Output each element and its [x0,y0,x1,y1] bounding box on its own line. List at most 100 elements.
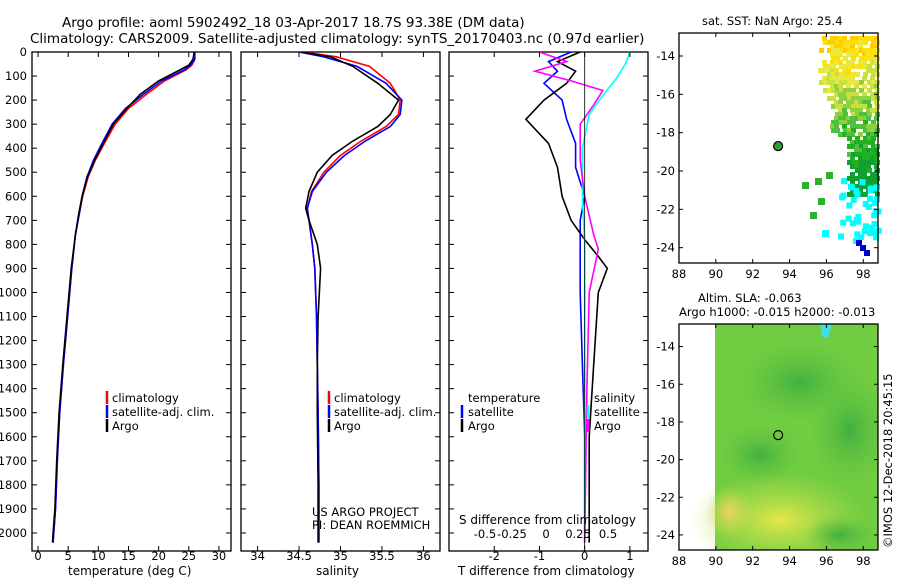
sst-pixel [851,48,856,53]
depth-tick-label: 600 [5,189,27,203]
sst-pixel [851,176,856,181]
difference-s-xlabel: S difference from climatology [459,513,636,527]
sst-pixel [854,36,859,41]
sst-pixel [831,80,836,85]
sst-pixel [867,230,874,237]
sst-pixel [858,132,863,137]
argo-location-marker [773,430,784,441]
sst-pixel [842,76,847,81]
x-tick-label: 20 [151,549,166,563]
series-line-t-argo [524,52,609,543]
sst-pixel [866,116,871,121]
sst-pixel [855,72,860,77]
sst-pixel [863,40,868,45]
map-lon-label: 94 [782,554,797,568]
legend-s-satellite: satellite [594,405,640,419]
sst-pixel [838,36,843,41]
legend-climatology: climatology [334,391,401,405]
sst-pixel [846,132,851,137]
sst-pixel [827,96,832,101]
sst-pixel [858,124,863,129]
sst-pixel [842,132,847,137]
sst-pixel [847,192,852,197]
sst-pixel [862,36,867,41]
sst-pixel [855,152,860,157]
sst-pixel [871,212,878,219]
sst-pixel [874,60,879,65]
sst-pixel [851,64,856,69]
sst-pixel [843,128,848,133]
sst-pixel [870,60,875,65]
map-lat-label: -16 [656,377,675,391]
sst-pixel [839,112,844,117]
imos-credit: ©IMOS 12-Dec-2018 20:45:15 [881,373,895,548]
sst-pixel [851,152,856,157]
sst-pixel [859,104,864,109]
sst-pixel [858,100,863,105]
map-lat-label: -14 [656,340,675,354]
sst-pixel [855,96,860,101]
sst-pixel [827,72,832,77]
sst-pixel [835,48,840,53]
depth-tick-label: 300 [5,117,27,131]
sst-pixel [855,112,860,117]
sst-pixel [802,182,809,189]
series-line-satellite-adj-clim- [52,52,196,543]
sst-pixel [855,104,860,109]
sst-pixel [870,92,875,97]
sst-pixel [850,44,855,49]
sst-pixel [874,132,879,137]
sst-pixel [862,100,867,105]
sst-pixel [834,116,839,121]
temperature-xlabel: temperature (deg C) [68,564,191,578]
sst-pixel [863,136,868,141]
figure-title-line2: Climatology: CARS2009. Satellite-adjuste… [30,31,644,47]
s-tick-label: -0.5 [474,527,496,541]
depth-tick-label: 800 [5,237,27,251]
sst-pixel [863,160,868,165]
sst-pixel [843,88,848,93]
sst-pixel [819,80,824,85]
sst-pixel [859,168,864,173]
sst-pixel [863,56,868,61]
sst-pixel [858,44,863,49]
sst-pixel [834,36,839,41]
sst-pixel [859,144,864,149]
sst-pixel [855,64,860,69]
sst-pixel [859,179,866,186]
sst-pixel [854,84,859,89]
sst-pixel [842,116,847,121]
sst-pixel [858,164,863,169]
sst-pixel [874,52,879,57]
sst-pixel [855,144,860,149]
sst-pixel [874,148,879,153]
sst-pixel [839,96,844,101]
sst-pixel [870,148,875,153]
sst-pixel [834,100,839,105]
sst-pixel [858,156,863,161]
sst-pixel [867,128,872,133]
sst-pixel [862,140,867,145]
sst-pixel [827,64,832,69]
sst-pixel [843,112,848,117]
sst-pixel [870,84,875,89]
sst-pixel [827,88,832,93]
sst-pixel [834,124,839,129]
sst-pixel [830,52,835,57]
sst-pixel [835,112,840,117]
sst-pixel [863,168,868,173]
sst-pixel [871,136,876,141]
sst-pixel [870,68,875,73]
sst-pixel [859,40,864,45]
series-line-argo [51,52,195,543]
s-tick-label: 0.5 [599,527,617,541]
sst-pixel [838,84,843,89]
sst-pixel [863,192,868,197]
sst-pixel [867,112,872,117]
sst-pixel [842,108,847,113]
sst-pixel [859,96,864,101]
sst-pixel [831,72,836,77]
sst-pixel [839,80,844,85]
sst-pixel [870,172,875,177]
x-tick-label: 34.5 [286,549,312,563]
